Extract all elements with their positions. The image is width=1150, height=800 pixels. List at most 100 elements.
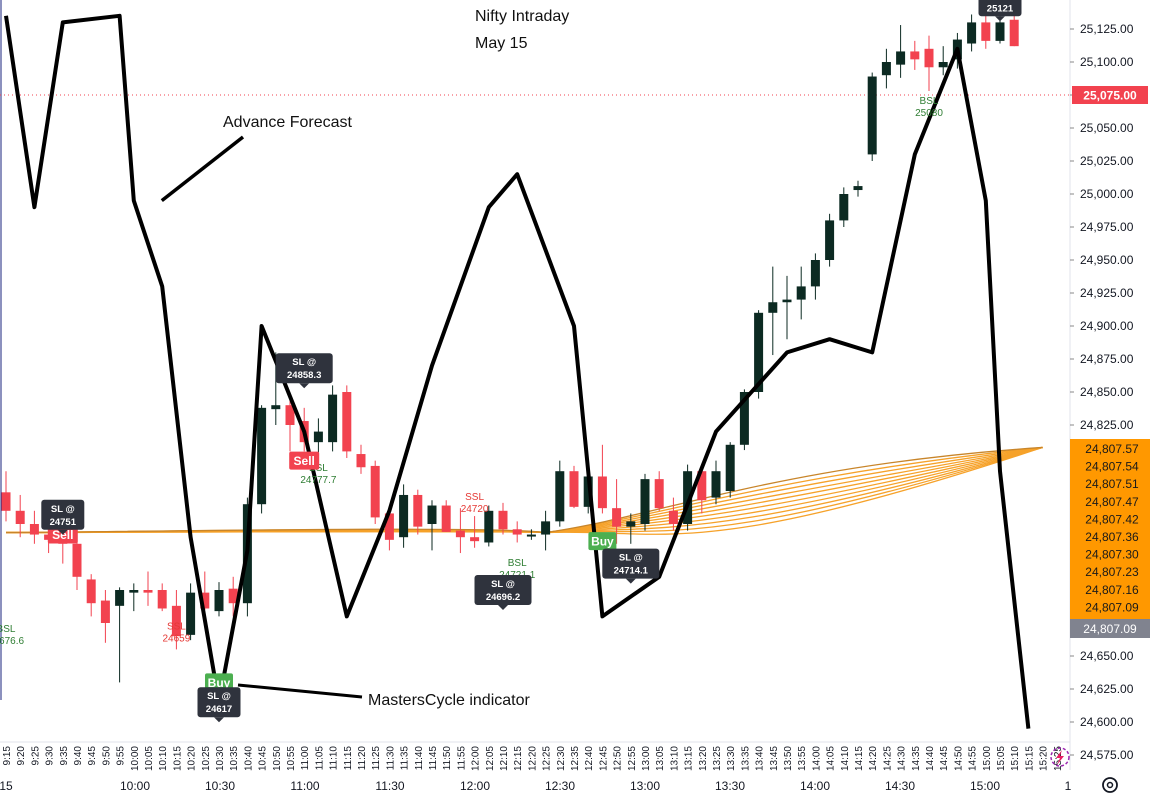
candle-body xyxy=(370,465,380,518)
price-axis: 25,125.00 25,100.00 25,075.00 25,050.00 25,0… xyxy=(1069,0,1150,800)
time-tick-minor: 15:15 xyxy=(1024,746,1035,771)
time-tick-minor: 10:30 xyxy=(215,746,226,771)
candle-body xyxy=(810,260,820,287)
candle-body xyxy=(711,471,721,498)
time-tick-minor: 14:35 xyxy=(911,746,922,771)
time-tick-minor: 15:10 xyxy=(1010,746,1021,771)
candle-body xyxy=(356,454,366,468)
stop-loss-pointer xyxy=(625,578,636,584)
stop-loss-pointer xyxy=(995,16,1005,22)
candle-body xyxy=(910,51,920,60)
ma-values-box xyxy=(1070,439,1150,619)
time-tick-minor: 9:50 xyxy=(101,746,112,766)
time-tick-minor: 9:15 xyxy=(2,746,13,766)
candle-body xyxy=(725,444,735,491)
time-tick-minor: 11:30 xyxy=(385,746,396,771)
time-tick-minor: 11:20 xyxy=(357,746,368,771)
price-tick-label: 25,000.00 xyxy=(1080,187,1134,201)
ma-value-label: 24,807.23 xyxy=(1085,565,1139,579)
candle-body xyxy=(612,508,622,527)
time-tick-major: 15:00 xyxy=(970,779,1000,793)
time-tick-minor: 11:35 xyxy=(400,746,411,771)
price-tick-label: 25,100.00 xyxy=(1080,55,1134,69)
stop-loss-value: 24858.3 xyxy=(287,370,321,381)
candle-body xyxy=(455,530,465,538)
candle-body xyxy=(768,302,778,313)
price-tick-label: 24,950.00 xyxy=(1080,253,1134,267)
time-tick-minor: 10:45 xyxy=(258,746,269,771)
marker-value: 24777.7 xyxy=(300,475,337,486)
time-tick-minor: 12:15 xyxy=(513,746,524,771)
time-tick-minor: 13:15 xyxy=(684,746,695,771)
time-tick-major: 12:00 xyxy=(460,779,490,793)
candle-body xyxy=(668,510,678,524)
buy-signal-label: Buy xyxy=(208,676,231,690)
candle-body xyxy=(967,22,977,44)
time-tick-minor: 12:20 xyxy=(527,746,538,771)
marker-value: 24720 xyxy=(461,504,489,515)
candle-body xyxy=(569,471,579,507)
time-tick-minor: 14:45 xyxy=(939,746,950,771)
time-tick-minor: 9:25 xyxy=(30,746,41,766)
ma-value-label: 24,807.09 xyxy=(1085,600,1139,614)
marker-kind: SSL xyxy=(465,492,484,503)
candle-body xyxy=(498,510,508,530)
candle-body xyxy=(257,407,267,505)
time-tick-minor: 13:35 xyxy=(740,746,751,771)
advance-forecast-label: Advance Forecast xyxy=(223,114,353,131)
candle-body xyxy=(626,521,636,527)
settings-gear-icon[interactable] xyxy=(1102,777,1118,793)
sell-signal-label: Sell xyxy=(294,454,315,468)
price-tick-label: 25,050.00 xyxy=(1080,121,1134,135)
candle-body xyxy=(228,588,238,604)
candle-body xyxy=(441,505,451,532)
lightning-ring xyxy=(1050,747,1070,767)
candle-body xyxy=(683,471,693,524)
time-tick-major: 15 xyxy=(0,779,13,793)
candle-body xyxy=(597,476,607,509)
price-tick-label: 24,900.00 xyxy=(1080,319,1134,333)
time-tick-minor: 12:10 xyxy=(499,746,510,771)
price-tick-label: 24,625.00 xyxy=(1080,682,1134,696)
candle-body xyxy=(29,524,39,535)
time-tick-minor: 12:35 xyxy=(570,746,581,771)
chart-subtitle: May 15 xyxy=(475,35,528,52)
time-tick-minor: 13:00 xyxy=(641,746,652,771)
ma-ribbon-line xyxy=(5,446,1043,534)
time-tick-minor: 11:00 xyxy=(300,746,311,771)
candle-body xyxy=(285,405,295,425)
candle-body xyxy=(1009,19,1019,47)
buy-signal-box xyxy=(205,673,233,692)
candle-body xyxy=(782,299,792,303)
candle-body xyxy=(825,220,835,260)
candle-body xyxy=(981,22,991,41)
time-tick-minor: 12:30 xyxy=(556,746,567,771)
time-tick-minor: 13:25 xyxy=(712,746,723,771)
candle-body xyxy=(739,392,749,445)
candle-body xyxy=(697,471,707,501)
time-tick-major: 13:00 xyxy=(630,779,660,793)
time-tick-minor: 13:50 xyxy=(783,746,794,771)
ma-value-label: 24,807.54 xyxy=(1085,460,1139,474)
price-tick-label: 25,025.00 xyxy=(1080,154,1134,168)
candle-body xyxy=(384,513,394,540)
current-price-tag xyxy=(1072,86,1148,104)
time-tick-minor: 10:15 xyxy=(172,746,183,771)
time-tick-minor: 11:55 xyxy=(456,746,467,771)
ma-ribbon-line xyxy=(5,446,1043,534)
candle-body xyxy=(171,605,181,637)
stop-loss-text: SL @ xyxy=(619,553,643,564)
lightning-bolt xyxy=(1056,750,1064,765)
gear-outline xyxy=(1102,777,1118,793)
ma-ribbon-line xyxy=(5,446,1043,534)
time-tick-minor: 11:25 xyxy=(371,746,382,771)
time-tick-minor: 10:25 xyxy=(201,746,212,771)
forecast-pointer-line xyxy=(160,135,245,202)
ma-ribbon-line xyxy=(5,446,1043,534)
stop-loss-value: 25121 xyxy=(987,3,1014,14)
stop-loss-pointer xyxy=(214,717,224,723)
time-tick-minor: 12:40 xyxy=(584,746,595,771)
price-tick-label: 24,975.00 xyxy=(1080,220,1134,234)
candle-body xyxy=(640,479,650,524)
